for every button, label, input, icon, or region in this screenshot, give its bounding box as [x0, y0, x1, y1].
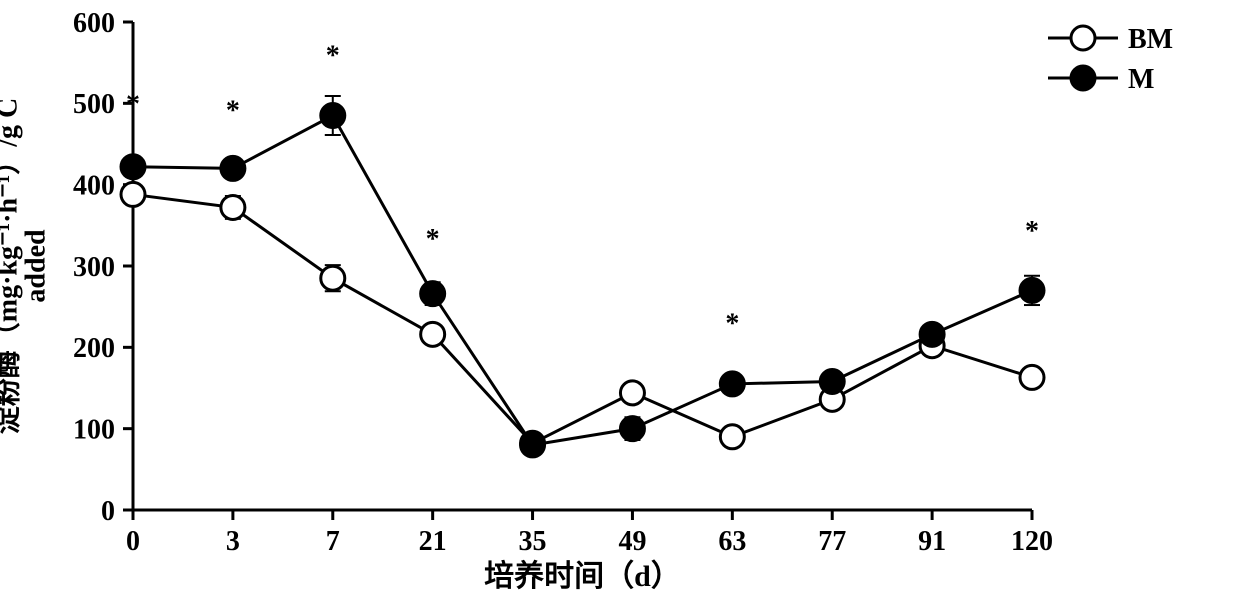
- svg-text:35: 35: [519, 526, 547, 557]
- svg-text:M: M: [1128, 64, 1154, 95]
- svg-text:*: *: [426, 224, 440, 255]
- svg-text:63: 63: [718, 526, 746, 557]
- svg-text:*: *: [1025, 216, 1039, 247]
- svg-text:120: 120: [1011, 526, 1053, 557]
- svg-text:*: *: [326, 40, 340, 71]
- svg-text:77: 77: [818, 526, 846, 557]
- svg-text:淀粉酶（mg·kg⁻¹·h⁻¹）/g Cadded: 淀粉酶（mg·kg⁻¹·h⁻¹）/g Cadded: [0, 98, 52, 435]
- svg-text:*: *: [226, 96, 240, 127]
- svg-text:200: 200: [73, 333, 115, 364]
- svg-text:BM: BM: [1128, 24, 1173, 55]
- svg-text:49: 49: [618, 526, 646, 557]
- svg-text:7: 7: [326, 526, 340, 557]
- svg-text:3: 3: [226, 526, 240, 557]
- svg-text:600: 600: [73, 8, 115, 39]
- svg-text:500: 500: [73, 89, 115, 120]
- svg-text:300: 300: [73, 252, 115, 283]
- svg-text:*: *: [725, 309, 739, 340]
- svg-text:21: 21: [419, 526, 447, 557]
- line-chart: 0 100 200 300 400 500 600 0 3 7 21 35 49 63 77 91 120 培养时…: [0, 0, 1240, 604]
- svg-text:培养时间（d）: 培养时间（d）: [484, 559, 681, 593]
- svg-text:400: 400: [73, 170, 115, 201]
- svg-text:*: *: [126, 89, 140, 120]
- svg-text:100: 100: [73, 414, 115, 445]
- svg-text:91: 91: [918, 526, 946, 557]
- svg-text:0: 0: [101, 496, 115, 527]
- svg-text:0: 0: [126, 526, 140, 557]
- chart-container: 0 100 200 300 400 500 600 0 3 7 21 35 49 63 77 91 120 培养时…: [0, 0, 1240, 604]
